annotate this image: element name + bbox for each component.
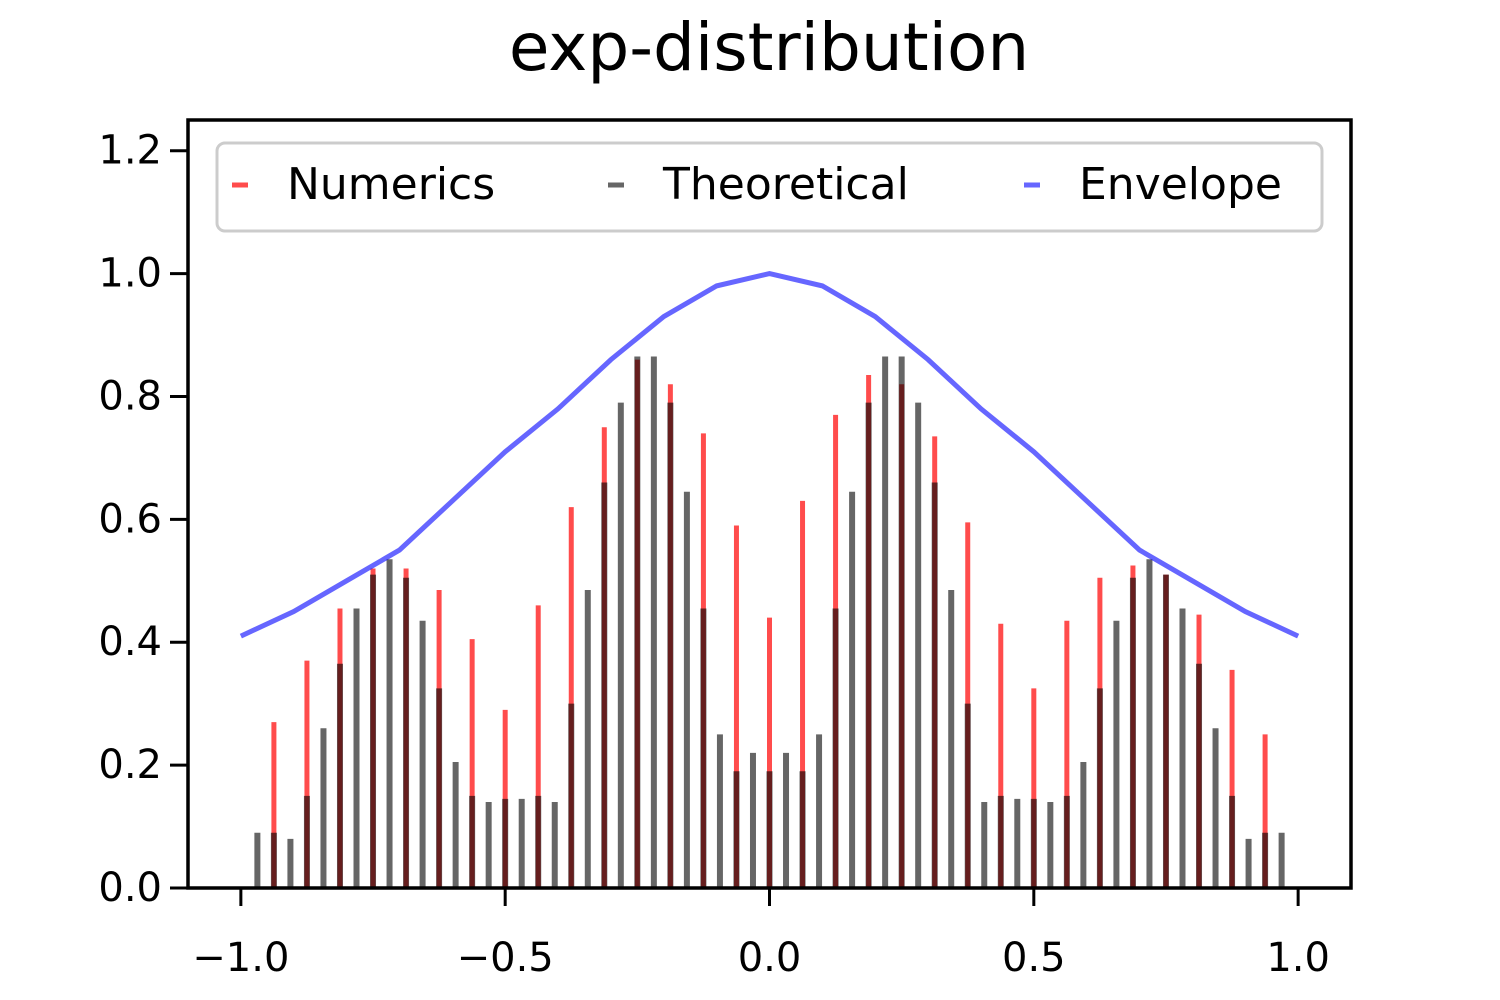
- y-tick-label: 0.2: [98, 742, 162, 788]
- x-tick-label: −1.0: [192, 935, 289, 981]
- y-tick-label: 0.6: [98, 496, 162, 542]
- y-tick-label: 0.4: [98, 619, 162, 665]
- legend-box: [215, 141, 1324, 233]
- legend-label: Theoretical: [662, 159, 909, 210]
- y-tick-label: 1.0: [98, 251, 162, 297]
- y-tick-label: 0.8: [98, 373, 162, 419]
- x-tick-label: 0.0: [738, 935, 802, 981]
- y-tick-label: 0.0: [98, 865, 162, 911]
- legend-label: Envelope: [1079, 159, 1282, 210]
- legend-label: Numerics: [287, 159, 495, 210]
- x-tick-label: 0.5: [1002, 935, 1066, 981]
- x-tick-label: 1.0: [1266, 935, 1330, 981]
- y-tick-label: 1.2: [98, 128, 162, 174]
- x-tick-label: −0.5: [457, 935, 554, 981]
- chart-title: exp-distribution: [509, 9, 1029, 86]
- envelope-line: [239, 271, 1300, 639]
